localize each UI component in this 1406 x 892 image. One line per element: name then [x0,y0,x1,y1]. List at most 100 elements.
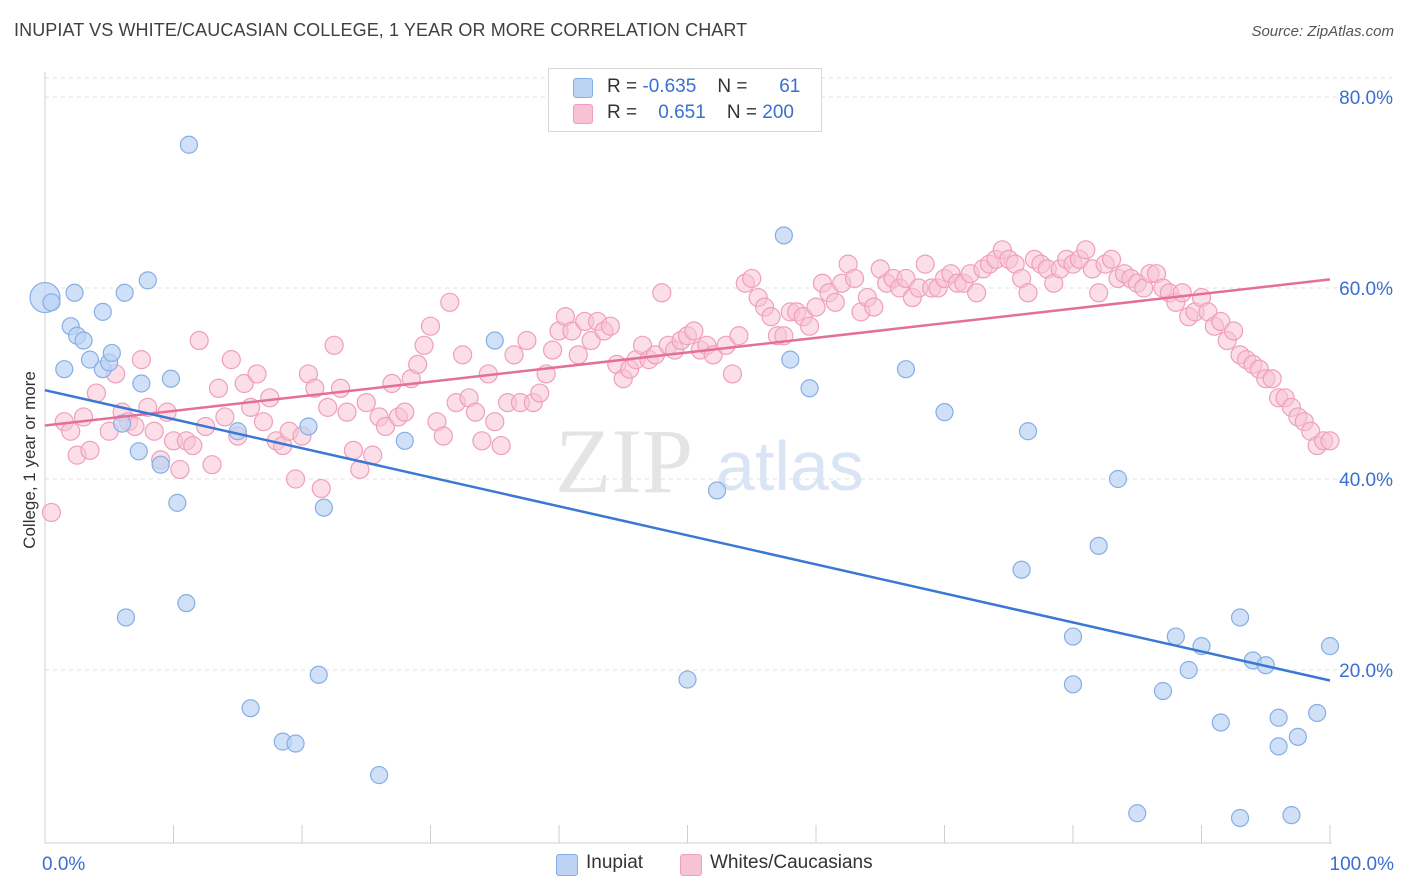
white-point [722,364,743,384]
white-point [189,330,209,351]
white-point [761,307,781,327]
inupiat-point [74,331,93,350]
inupiat-point [1308,703,1327,723]
white-point [568,345,588,365]
white-point [414,335,434,355]
white-point [491,435,511,456]
inupiat-point [179,135,199,154]
inupiat-point [395,431,414,450]
white-point [41,502,62,523]
inupiat-point [177,594,196,613]
inupiat-point [161,369,181,388]
white-point [1172,283,1192,303]
source-label: Source: ZipAtlas.com [1251,23,1394,40]
white-point [530,383,550,403]
r-label: R = [607,76,638,97]
white-point [806,297,826,317]
inupiat-point [1288,727,1307,746]
white-legend-swatch [680,854,702,876]
n-value: 61 [779,76,801,97]
n-value: 200 [762,102,794,123]
white-point [356,393,376,413]
white-point [915,254,935,274]
inupiat-point [1230,808,1250,828]
white-point [324,335,344,355]
white-point [260,388,280,408]
white-point [183,435,203,456]
white-point [600,316,621,336]
trend-lines [44,278,1331,682]
white-point [337,402,357,422]
inupiat-point [314,498,333,517]
white-point [318,397,338,417]
white-point [420,316,441,336]
y-tick-label: 20.0% [1339,661,1393,682]
white-point [395,402,415,422]
white-point [453,345,473,365]
white-point [144,421,164,441]
inupiat-point [1063,675,1083,694]
legend-label-inupiat: Inupiat [586,852,644,873]
inupiat-point [707,481,727,500]
r-value: -0.635 [642,76,697,97]
white-point [825,292,845,312]
inupiat-point [781,350,800,369]
series-legend: Inupiat Whites/Caucasians [0,852,1406,878]
white-point [408,354,428,374]
white-point [1089,283,1109,303]
white-point [562,321,582,341]
inupiat-point [1153,681,1173,701]
white-point [504,345,524,365]
legend-label-white: Whites/Caucasians [710,852,873,873]
watermark: ZIP atlas [555,410,864,512]
inupiat-point [309,665,328,684]
inupiat-point [116,608,136,627]
white-point [285,469,306,489]
inupiat-point [1269,708,1288,727]
inupiat-point [1282,806,1301,825]
inupiat-point [896,360,916,379]
white-point [363,445,383,465]
inupiat-point [102,343,121,363]
white-point [73,407,94,427]
inupiat-point [138,271,157,290]
inupiat-point [1211,713,1230,732]
inupiat-point [132,374,151,393]
white-point [517,330,537,351]
n-label: N = [726,102,758,123]
white-point [729,326,749,346]
inupiat-point [93,302,112,321]
white-point [896,268,916,289]
inupiat-point [168,493,187,512]
white-point [1262,369,1282,389]
white-point [311,478,331,499]
white-point [742,268,762,289]
inupiat-point [1230,608,1250,627]
white-point [330,378,351,398]
grid-lines [45,77,1392,671]
white-point [221,350,241,370]
white-point [684,321,704,341]
white-point [61,421,81,441]
white-point [1076,240,1096,260]
white-point [1101,249,1122,269]
inupiat-point [678,670,697,689]
white-point [485,412,505,432]
white-point [1211,311,1231,332]
white-point [465,402,486,422]
white-point [234,373,254,394]
inupiat-swatch [573,78,593,98]
inupiat-point [1012,560,1031,579]
white-point [305,378,325,398]
watermark-atlas: atlas [716,427,864,505]
white-point [581,330,601,351]
inupiat-point [370,765,389,785]
inupiat-point [1108,469,1128,489]
white-point [440,292,460,312]
chart-title: INUPIAT VS WHITE/CAUCASIAN COLLEGE, 1 YE… [14,20,748,40]
white-point [253,412,274,432]
inupiat-point [485,331,504,350]
inupiat-point [774,226,793,245]
white-point [247,364,267,384]
